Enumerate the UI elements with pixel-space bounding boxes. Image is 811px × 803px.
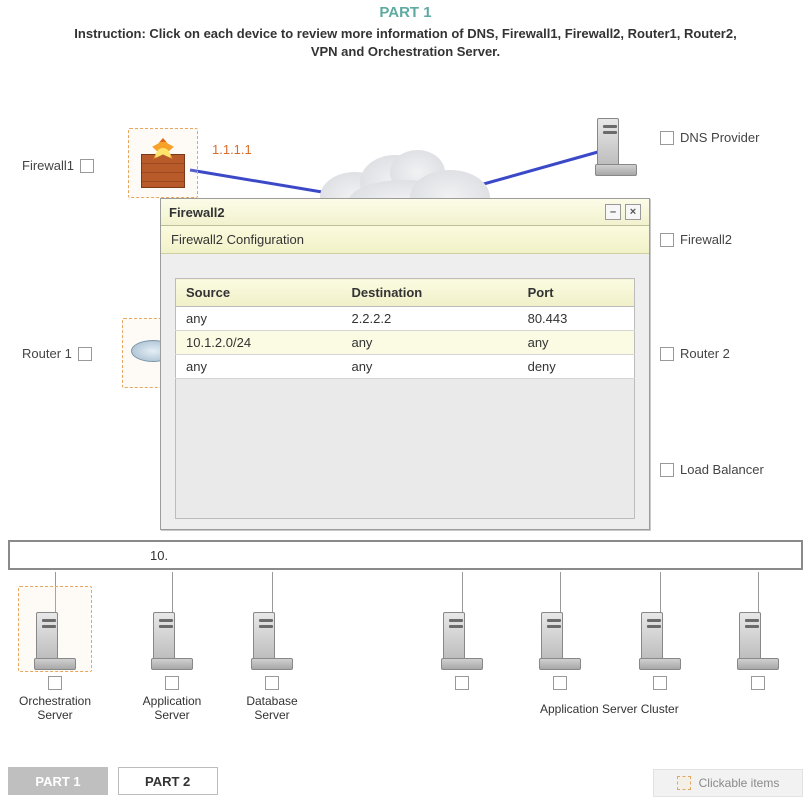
dialog-body: Source Destination Port any 2.2.2.2 80.4…	[161, 254, 649, 529]
cluster-col-1	[417, 612, 507, 694]
tab-part1[interactable]: PART 1	[8, 767, 108, 795]
router1-label: Router 1	[22, 346, 72, 361]
cell: 10.1.2.0/24	[176, 331, 342, 355]
drop-line	[758, 572, 759, 612]
tab-part2[interactable]: PART 2	[118, 767, 218, 795]
application-col: Application Server	[127, 612, 217, 723]
col-port: Port	[518, 279, 635, 307]
application-icon[interactable]	[151, 612, 193, 670]
drop-line	[660, 572, 661, 612]
drop-line	[462, 572, 463, 612]
cell: any	[176, 307, 342, 331]
router2-label-row: Router 2	[660, 346, 730, 361]
footer: PART 1 PART 2 Clickable items	[8, 767, 803, 797]
close-button[interactable]: ×	[625, 204, 641, 220]
router1-label-row: Router 1	[22, 346, 92, 361]
dialog-title: Firewall2	[169, 205, 225, 220]
firewall1-icon[interactable]	[137, 140, 189, 192]
firewall1-label-row: Firewall1	[22, 158, 94, 173]
cell: any	[341, 331, 517, 355]
database-col: Database Server	[227, 612, 317, 723]
cluster-label: Application Server Cluster	[540, 702, 679, 716]
loadbalancer-label-row: Load Balancer	[660, 462, 764, 477]
cell: any	[176, 355, 342, 379]
firewall2-dialog: Firewall2 – × Firewall2 Configuration So…	[160, 198, 650, 530]
cell: any	[518, 331, 635, 355]
application-checkbox[interactable]	[165, 676, 179, 690]
cluster-checkbox-4[interactable]	[751, 676, 765, 690]
subnet-bar: 10.	[8, 540, 803, 570]
application-label: Application Server	[127, 694, 217, 723]
firewall2-label-row: Firewall2	[660, 232, 732, 247]
cluster-checkbox-2[interactable]	[553, 676, 567, 690]
dns-server-icon[interactable]	[595, 118, 637, 176]
cluster-icon-2[interactable]	[539, 612, 581, 670]
loadbalancer-label: Load Balancer	[680, 462, 764, 477]
legend-text: Clickable items	[699, 776, 780, 790]
firewall2-checkbox[interactable]	[660, 233, 674, 247]
cluster-icon-3[interactable]	[639, 612, 681, 670]
cell: deny	[518, 355, 635, 379]
dialog-subtitle: Firewall2 Configuration	[161, 226, 649, 254]
firewall2-label: Firewall2	[680, 232, 732, 247]
firewall1-checkbox[interactable]	[80, 159, 94, 173]
orchestration-icon[interactable]	[34, 612, 76, 670]
database-label: Database Server	[227, 694, 317, 723]
database-icon[interactable]	[251, 612, 293, 670]
drop-line	[560, 572, 561, 612]
minimize-button[interactable]: –	[605, 204, 621, 220]
cluster-checkbox-3[interactable]	[653, 676, 667, 690]
cluster-checkbox-1[interactable]	[455, 676, 469, 690]
cluster-icon-1[interactable]	[441, 612, 483, 670]
instruction-text: Instruction: Click on each device to rev…	[0, 21, 811, 66]
orchestration-label: Orchestration Server	[10, 694, 100, 723]
router1-checkbox[interactable]	[78, 347, 92, 361]
dns-checkbox[interactable]	[660, 131, 674, 145]
table-row[interactable]: any any deny	[176, 355, 635, 379]
table-empty-area	[176, 379, 635, 519]
drop-line	[272, 572, 273, 612]
dialog-titlebar[interactable]: Firewall2 – ×	[161, 199, 649, 226]
rules-table: Source Destination Port any 2.2.2.2 80.4…	[175, 278, 635, 519]
table-row[interactable]: any 2.2.2.2 80.443	[176, 307, 635, 331]
col-destination: Destination	[341, 279, 517, 307]
col-source: Source	[176, 279, 342, 307]
table-row[interactable]: 10.1.2.0/24 any any	[176, 331, 635, 355]
database-checkbox[interactable]	[265, 676, 279, 690]
cluster-col-4	[713, 612, 803, 694]
cell: 2.2.2.2	[341, 307, 517, 331]
firewall1-ip: 1.1.1.1	[212, 142, 252, 157]
cluster-col-3	[615, 612, 705, 694]
firewall1-label: Firewall1	[22, 158, 74, 173]
legend: Clickable items	[653, 769, 803, 797]
dns-label: DNS Provider	[680, 130, 759, 145]
cell: any	[341, 355, 517, 379]
legend-swatch	[677, 776, 691, 790]
cluster-icon-4[interactable]	[737, 612, 779, 670]
dns-label-row: DNS Provider	[660, 130, 759, 145]
part-title: PART 1	[0, 0, 811, 21]
orchestration-checkbox[interactable]	[48, 676, 62, 690]
router2-checkbox[interactable]	[660, 347, 674, 361]
subnet-text: 10.	[150, 548, 168, 563]
drop-line	[172, 572, 173, 612]
cluster-col-2	[515, 612, 605, 694]
cell: 80.443	[518, 307, 635, 331]
orchestration-col: Orchestration Server	[10, 612, 100, 723]
loadbalancer-checkbox[interactable]	[660, 463, 674, 477]
router2-label: Router 2	[680, 346, 730, 361]
